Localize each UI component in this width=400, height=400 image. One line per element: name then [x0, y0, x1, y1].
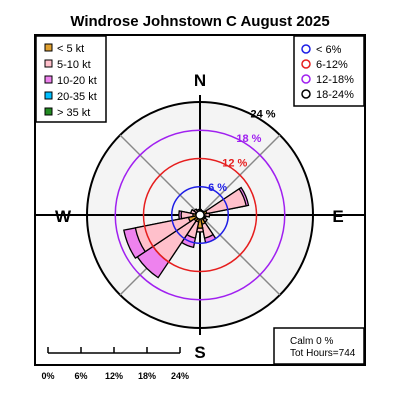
speed-legend-label: > 35 kt [57, 107, 90, 119]
scale-bar-tick-label: 12% [105, 371, 123, 381]
calm-label: Calm 0 % [290, 336, 333, 347]
frequency-legend-label: 18-24% [316, 89, 354, 101]
sector-wedge [134, 214, 201, 253]
speed-legend-swatch [44, 59, 53, 68]
compass-west-label: W [55, 207, 72, 226]
frequency-legend: < 6% 6-12% 12-18% 18-24% [293, 35, 365, 107]
scale-bar-tick-label: 0% [41, 371, 54, 381]
frequency-ring [142, 157, 258, 273]
sector-wedge [199, 187, 247, 216]
frequency-legend-box [293, 35, 365, 107]
speed-legend-label: < 5 kt [57, 43, 84, 55]
ring-label: 12 % [222, 158, 247, 170]
scale-bar-tick-label: 6% [74, 371, 87, 381]
compass-north-label: N [194, 71, 206, 90]
frequency-legend-label: 6-12% [316, 59, 348, 71]
frequency-legend-label: < 6% [316, 44, 342, 56]
compass-south-label: S [194, 343, 205, 362]
frequency-ring [171, 186, 229, 244]
ring-label: 24 % [251, 109, 276, 121]
frequency-legend-symbol [301, 59, 311, 69]
sector-wedge [180, 210, 201, 220]
frequency-legend-label: 12-18% [316, 74, 354, 86]
calm-info-box: Calm 0 % Tot Hours=744 [273, 327, 365, 365]
calm-center-circle [195, 210, 205, 220]
total-hours-label: Tot Hours=744 [290, 348, 356, 359]
speed-legend-label: 10-20 kt [57, 75, 97, 87]
ring-label: 18 % [236, 133, 261, 145]
plot-frame [34, 34, 366, 366]
chart-title: Windrose Johnstown C August 2025 [70, 13, 329, 30]
ring-labels: 6 % 12 % 18 % 24 % [208, 109, 276, 194]
frequency-legend-symbol [301, 74, 311, 84]
frequency-rings [114, 129, 286, 301]
scale-bar-tick-label: 18% [138, 371, 156, 381]
speed-legend: < 5 kt 5-10 kt 10-20 kt 20-35 kt > 35 kt [35, 35, 107, 123]
speed-legend-swatch [44, 43, 53, 52]
speed-legend-label: 5-10 kt [57, 59, 91, 71]
compass-east-label: E [332, 207, 343, 226]
frequency-legend-symbol [301, 44, 311, 54]
speed-legend-swatch [44, 107, 53, 116]
speed-legend-swatch [44, 75, 53, 84]
frequency-legend-symbol [301, 89, 311, 99]
scale-bar-tick-label: 24% [171, 371, 189, 381]
speed-legend-swatch [44, 91, 53, 100]
frequency-ring [114, 129, 286, 301]
scale-bar: 0% 6% 12% 18% 24% [41, 347, 189, 381]
speed-legend-label: 20-35 kt [57, 91, 97, 103]
ring-label: 6 % [208, 182, 227, 194]
rose-sectors [123, 186, 250, 279]
calm-info-frame [273, 327, 365, 365]
